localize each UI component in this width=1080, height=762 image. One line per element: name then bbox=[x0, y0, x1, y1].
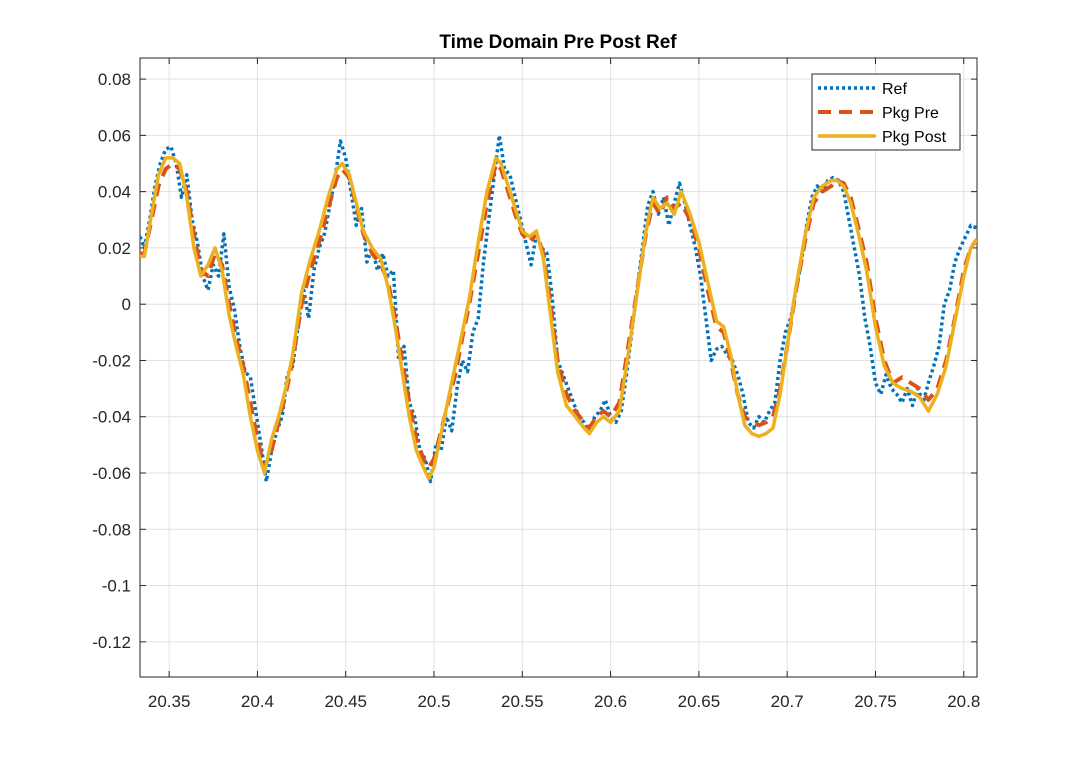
y-tick-label: -0.06 bbox=[92, 464, 131, 483]
y-axis-ticks: 0.08 0.06 0.04 0.02 0 -0.02 -0.04 -0.06 -0.08 -0.… bbox=[92, 70, 977, 652]
x-tick-label: 20.5 bbox=[417, 692, 450, 711]
axes-border bbox=[139, 57, 978, 678]
x-tick-label: 20.4 bbox=[241, 692, 274, 711]
legend-label-ref: Ref bbox=[882, 81, 907, 98]
y-tick-label: -0.02 bbox=[92, 351, 131, 370]
x-tick-label: 20.6 bbox=[594, 692, 627, 711]
y-tick-label: -0.04 bbox=[92, 408, 131, 427]
legend-label-pkg-post: Pkg Post bbox=[882, 129, 947, 146]
x-tick-label: 20.45 bbox=[324, 692, 367, 711]
x-axis-ticks: 20.35 20.4 20.45 20.5 20.55 20.6 20.65 20.7 20.7… bbox=[148, 58, 980, 711]
y-tick-label: 0.02 bbox=[98, 239, 131, 258]
x-tick-label: 20.65 bbox=[678, 692, 721, 711]
legend-label-pkg-pre: Pkg Pre bbox=[882, 105, 939, 122]
plot-area bbox=[140, 133, 977, 484]
grid-lines bbox=[140, 58, 977, 677]
y-tick-label: 0 bbox=[122, 295, 131, 314]
series-line-pkg-pre bbox=[140, 161, 977, 470]
x-tick-label: 20.8 bbox=[947, 692, 980, 711]
series-line-pkg-post bbox=[140, 156, 977, 481]
y-tick-label: -0.08 bbox=[92, 520, 131, 539]
y-tick-label: -0.1 bbox=[102, 577, 131, 596]
y-tick-label: 0.06 bbox=[98, 126, 131, 145]
legend: Ref Pkg Pre Pkg Post bbox=[811, 73, 961, 151]
y-tick-label: -0.12 bbox=[92, 633, 131, 652]
x-tick-label: 20.75 bbox=[854, 692, 897, 711]
chart-title: Time Domain Pre Post Ref bbox=[439, 32, 677, 53]
axes-frame bbox=[139, 57, 978, 678]
y-tick-label: 0.08 bbox=[98, 70, 131, 89]
x-tick-label: 20.7 bbox=[771, 692, 804, 711]
x-tick-label: 20.55 bbox=[501, 692, 544, 711]
x-tick-label: 20.35 bbox=[148, 692, 191, 711]
y-tick-label: 0.04 bbox=[98, 183, 131, 202]
